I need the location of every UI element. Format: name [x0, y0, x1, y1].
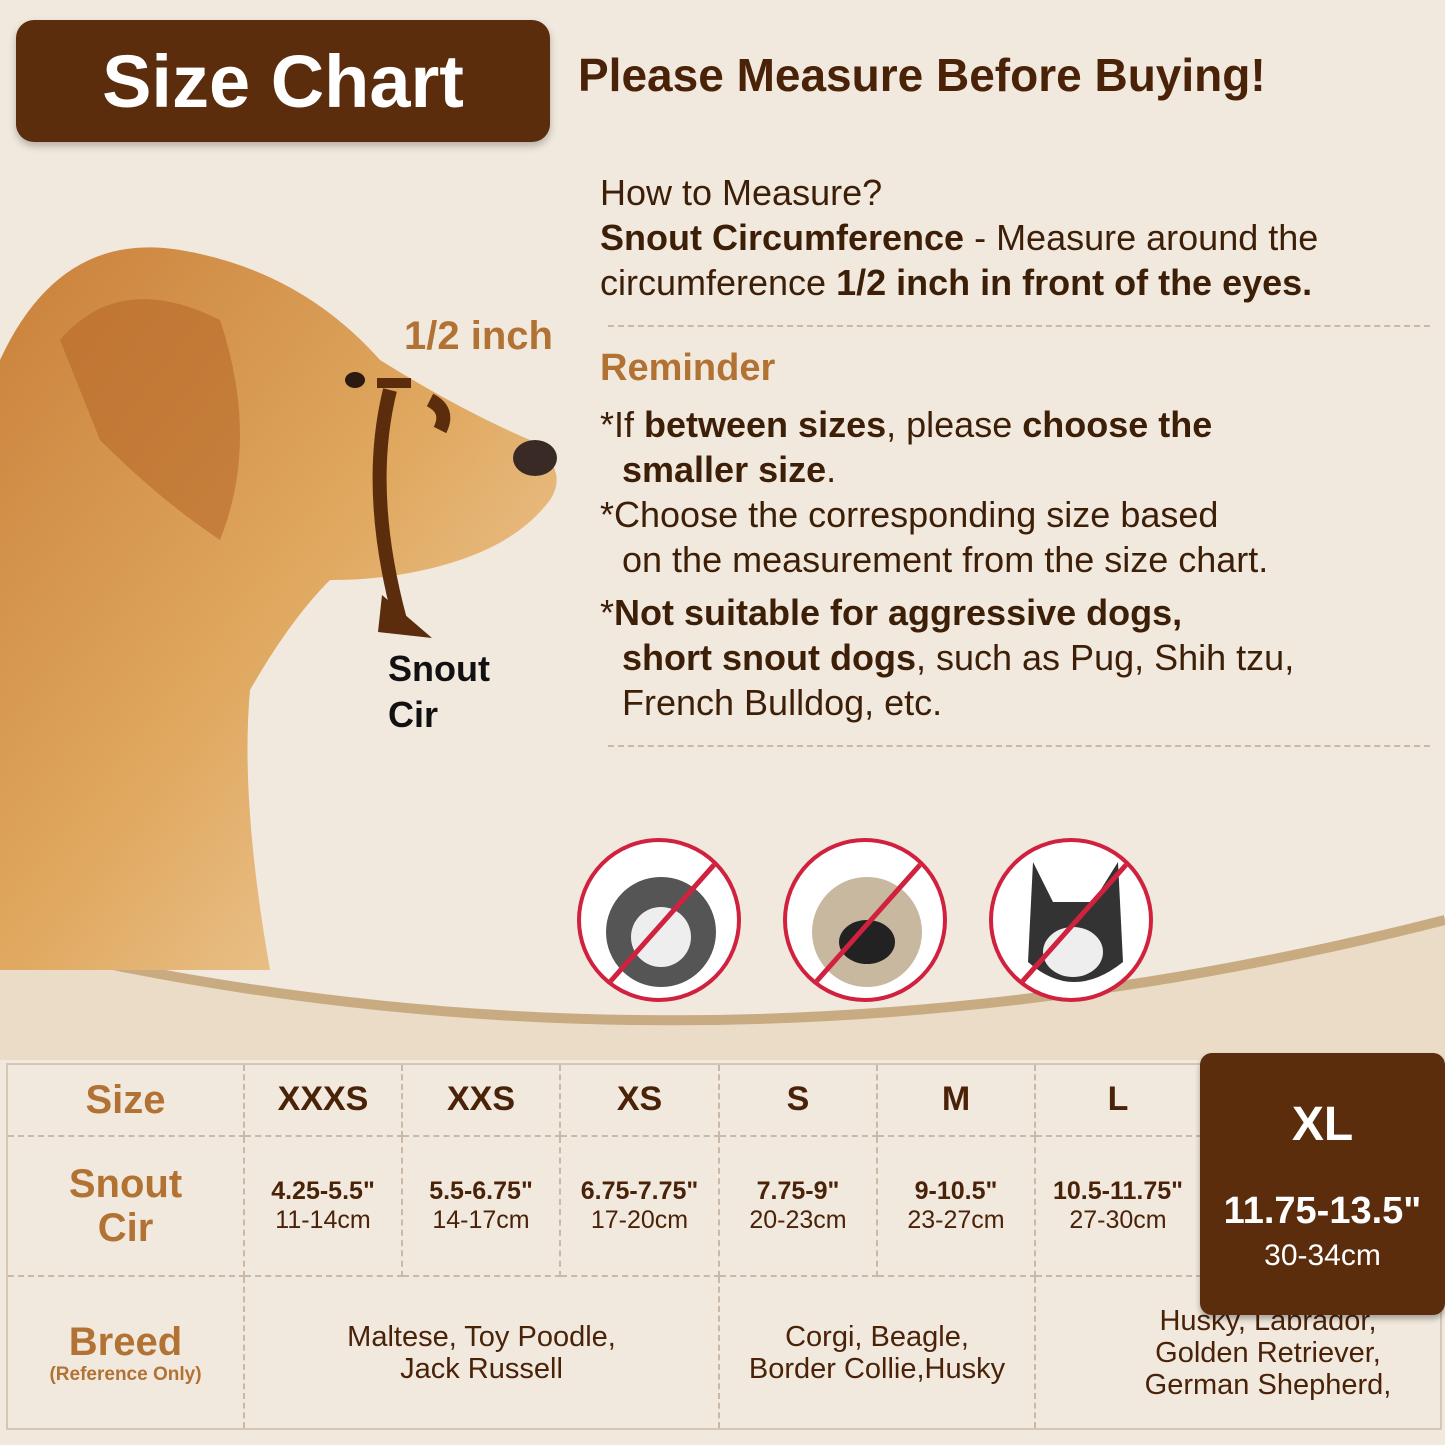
snout-header-1: Snout [68, 1161, 183, 1206]
decorative-curve [0, 915, 1445, 1060]
inch: 7.75-9" [756, 1176, 840, 1205]
inch: 10.5-11.75" [1052, 1176, 1184, 1205]
size-l: L [1034, 1063, 1202, 1137]
inch: 5.5-6.75" [429, 1176, 533, 1205]
inch: 4.25-5.5" [271, 1176, 375, 1205]
snout-m: 9-10.5" 23-27cm [876, 1134, 1036, 1278]
r1-a: *If [600, 404, 645, 445]
size-s: S [718, 1063, 878, 1137]
reminder-list: *If between sizes, please choose the sma… [600, 402, 1435, 725]
xl-cm: 30-34cm [1264, 1239, 1381, 1272]
snout-s: 7.75-9" 20-23cm [718, 1134, 878, 1278]
measure-text: - Measure around the circumference [600, 217, 1319, 303]
size-xs: XS [559, 1063, 720, 1137]
half-inch-label: 1/2 inch [404, 314, 553, 358]
cm: 20-23cm [749, 1205, 847, 1234]
divider [608, 745, 1430, 747]
headline: Please Measure Before Buying! [578, 49, 1266, 101]
cm: 14-17cm [432, 1205, 530, 1234]
snout-xs: 6.75-7.75" 17-20cm [559, 1134, 720, 1278]
r1-b: between sizes [644, 404, 887, 445]
size-xxxs: XXXS [243, 1063, 403, 1137]
r1-d: choose the [1022, 404, 1213, 445]
divider [608, 325, 1430, 327]
xl-inch: 11.75-13.5" [1223, 1190, 1422, 1232]
breed-line: Corgi, Beagle, [785, 1320, 969, 1353]
size-m: M [876, 1063, 1036, 1137]
how-to-measure: How to Measure? Snout Circumference - Me… [600, 170, 1435, 305]
cm: 11-14cm [275, 1205, 371, 1234]
snout-row: Snout Cir 4.25-5.5" 11-14cm 5.5-6.75" 14-17… [6, 1134, 1441, 1278]
r3-e: French Bulldog, etc. [622, 682, 943, 723]
r1-f: . [826, 449, 837, 490]
cm: 27-30cm [1069, 1205, 1167, 1234]
breed-line: Jack Russell [400, 1352, 563, 1385]
inch: 6.75-7.75" [580, 1176, 699, 1205]
snout-xxs: 5.5-6.75" 14-17cm [401, 1134, 561, 1278]
snout-term: Snout Circumference [600, 217, 965, 258]
breed-note: (Reference Only) [49, 1363, 202, 1385]
prohibited-french-bulldog-icon [989, 838, 1153, 1002]
golden-retriever-image [0, 247, 557, 970]
breed-line: German Shepherd, [1144, 1368, 1392, 1401]
inch: 9-10.5" [914, 1176, 998, 1205]
r1-c: , please [886, 404, 1023, 445]
breed-header: Breed (Reference Only) [6, 1275, 245, 1430]
size-header: Size [6, 1063, 245, 1137]
r1-e: smaller size [622, 449, 827, 490]
snout-l: 10.5-11.75" 27-30cm [1034, 1134, 1202, 1278]
snout-header: Snout Cir [6, 1134, 245, 1278]
r2-a: *Choose the corresponding size based [600, 494, 1219, 535]
size-xl: XL [1291, 1098, 1354, 1151]
how-to-question: How to Measure? [600, 172, 883, 213]
cir-label-line: Cir [388, 694, 439, 735]
info-column: How to Measure? Snout Circumference - Me… [600, 170, 1435, 747]
r3-a: * [600, 592, 615, 633]
breed-small: Maltese, Toy Poodle, Jack Russell [243, 1275, 720, 1430]
breed-line: Maltese, Toy Poodle, [347, 1320, 616, 1353]
cm: 17-20cm [590, 1205, 689, 1234]
breed-line: Golden Retriever, [1155, 1336, 1381, 1369]
prohibited-pug-icon [783, 838, 947, 1002]
snout-cir-label: Snout Cir [388, 646, 490, 738]
reminder-title: Reminder [600, 347, 776, 389]
measure-emphasis: 1/2 inch in front of the eyes. [836, 262, 1313, 303]
breed-medium: Corgi, Beagle, Border Collie,Husky [718, 1275, 1036, 1430]
breed-line: Border Collie,Husky [748, 1352, 1006, 1385]
breed-header-label: Breed [68, 1319, 183, 1364]
r2-b: on the measurement from the size chart. [622, 539, 1269, 580]
snout-header-2: Cir [97, 1205, 154, 1250]
size-chart-title: Size Chart [16, 20, 550, 142]
cm: 23-27cm [907, 1205, 1005, 1234]
r3-c: short snout dogs [622, 637, 916, 678]
size-xxs: XXS [401, 1063, 561, 1137]
r3-d: , such as Pug, Shih tzu, [915, 637, 1295, 678]
breed-row: Breed (Reference Only) Maltese, Toy Poodl… [6, 1275, 1442, 1430]
snout-label-line: Snout [388, 648, 490, 689]
r3-b: Not suitable for aggressive dogs, [614, 592, 1183, 633]
prohibited-shih-tzu-icon [577, 838, 741, 1002]
size-table: Size XXXS XXS XS S M L Snout Cir 4.25-5.5… [6, 1063, 1442, 1430]
snout-xxxs: 4.25-5.5" 11-14cm [243, 1134, 403, 1278]
xl-highlight: XL 11.75-13.5" 30-34cm [1200, 1053, 1445, 1315]
